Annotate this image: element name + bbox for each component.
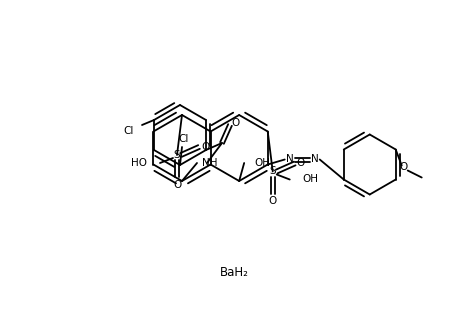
Text: OH: OH xyxy=(254,158,270,168)
Text: O: O xyxy=(173,180,181,190)
Text: BaH₂: BaH₂ xyxy=(219,266,249,278)
Text: OH: OH xyxy=(303,174,319,184)
Text: NH: NH xyxy=(202,158,218,168)
Text: O: O xyxy=(269,197,277,207)
Text: S: S xyxy=(270,166,276,177)
Text: O: O xyxy=(232,118,240,128)
Text: Cl: Cl xyxy=(124,126,134,136)
Text: HO: HO xyxy=(131,158,147,168)
Text: N: N xyxy=(286,155,293,165)
Text: O: O xyxy=(297,159,305,169)
Text: S: S xyxy=(174,150,180,160)
Text: O: O xyxy=(400,163,408,173)
Text: Cl: Cl xyxy=(179,134,189,144)
Text: N: N xyxy=(311,155,319,165)
Text: O: O xyxy=(201,142,209,152)
